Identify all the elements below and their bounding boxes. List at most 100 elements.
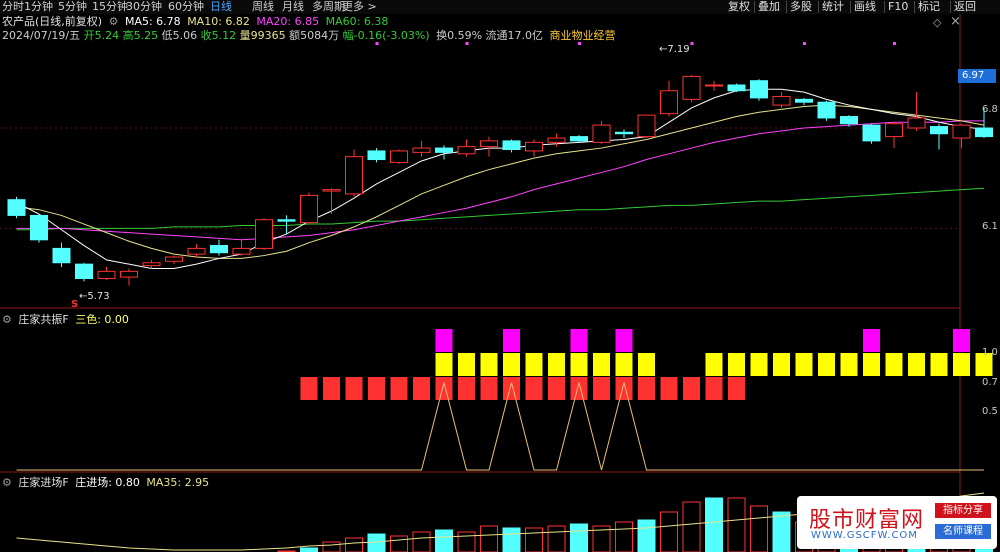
candle-body-42 [952, 124, 971, 139]
candle-body-19 [435, 147, 453, 153]
period-tab-6[interactable]: 日线 [210, 0, 232, 13]
entry-bar-17 [390, 535, 408, 552]
red-block-32 [728, 377, 745, 400]
red-block-28 [638, 377, 655, 400]
candle-body-15 [345, 156, 363, 195]
toolbar-btn-4[interactable]: 画线 [854, 0, 876, 13]
magenta-block-27 [615, 329, 633, 352]
yellow-block-26 [593, 353, 610, 376]
settings-gear-icon[interactable]: ⚙ [108, 15, 119, 28]
candle-body-39 [885, 123, 903, 138]
quote-high: 高5.25 [122, 29, 159, 42]
red-block-21 [480, 377, 498, 400]
watermark-logo: 股市财富网 WWW.GSCFW.COM 指标分享 名师课程 [797, 496, 997, 549]
quote-low: 低5.06 [161, 29, 198, 42]
period-tab-5[interactable]: 60分钟 [168, 0, 204, 13]
quote-volume: 量99365 [239, 29, 286, 42]
period-tab-3[interactable]: 15分钟 [92, 0, 128, 13]
candle-body-14 [322, 189, 341, 192]
period-tab-7[interactable]: 周线 [252, 0, 274, 13]
stock-name: 农产品(日线,前复权) [2, 15, 103, 28]
indicator1-title: 庄家共振F [18, 313, 69, 326]
high-annotation: ←7.19 [659, 44, 690, 55]
candle-body-3 [75, 263, 93, 279]
entry-bar-27 [615, 521, 633, 552]
indicator1-gear-icon[interactable]: ⚙ [2, 313, 12, 326]
red-block-13 [300, 377, 318, 400]
yellow-block-24 [548, 353, 565, 376]
candle-body-36 [817, 101, 836, 119]
toolbar-btn-2[interactable]: 多股 [790, 0, 812, 13]
yellow-block-43 [975, 353, 993, 376]
indicator1-value: 三色: 0.00 [75, 313, 129, 326]
entry-bar-14 [322, 541, 341, 552]
entry-bar-13 [300, 547, 318, 552]
quote-turnover: 换0.59% [436, 29, 483, 42]
period-tab-1[interactable]: 1分钟 [24, 0, 53, 13]
toolbar-btn-1[interactable]: 叠加 [758, 0, 780, 13]
period-tab-10[interactable]: 更多 > [342, 0, 377, 13]
indicator2-value: 庄进场: 0.80 [75, 476, 140, 489]
candle-body-1 [30, 214, 48, 241]
quote-close: 收5.12 [200, 29, 237, 42]
entry-bar-21 [480, 525, 498, 552]
ma60-label: MA60: 6.38 [325, 15, 389, 28]
sell-marker: S [71, 299, 79, 310]
period-toolbar: 分时 1分钟 5分钟 15分钟 30分钟 60分钟 日线 周线 月线 多周期 更多 > 复权 叠加 多股统… [0, 0, 1000, 14]
entry-bar-31 [705, 497, 723, 552]
top-marker-3 [690, 42, 694, 45]
quote-change: 幅-0.16(-3.03%) [342, 29, 430, 42]
quote-amount: 额5084万 [289, 29, 340, 42]
diamond-icon[interactable]: ◇ [933, 16, 942, 29]
quote-date: 2024/07/19/五 [2, 29, 81, 42]
red-block-25 [570, 377, 588, 400]
indicator1-header: ⚙ 庄家共振F 三色: 0.00 [2, 313, 132, 327]
indicator2-header: ⚙ 庄家进场F 庄进场: 0.80 MA35: 2.95 [2, 476, 212, 490]
candle-body-24 [547, 137, 566, 143]
yellow-block-33 [750, 353, 768, 376]
watermark-brand: 股市财富网 [809, 508, 925, 533]
candle-body-12 [277, 219, 296, 222]
yellow-block-39 [885, 353, 903, 376]
toolbar-btn-5[interactable]: F10 [888, 0, 909, 13]
candle-body-22 [502, 140, 521, 150]
price-axis-label-6-1: 6.1 [982, 221, 998, 232]
magenta-block-38 [863, 329, 880, 352]
candle-body-4 [97, 270, 116, 280]
yellow-block-38 [863, 353, 880, 376]
entry-bar-22 [502, 527, 521, 552]
magenta-block-19 [435, 329, 453, 352]
red-block-22 [503, 377, 520, 400]
ma20-line [16, 120, 984, 241]
toolbar-btn-3[interactable]: 统计 [822, 0, 844, 13]
candle-body-0 [7, 199, 26, 216]
entry-bar-25 [570, 523, 588, 552]
candle-body-10 [232, 247, 251, 255]
toolbar-btn-6[interactable]: 标记 [918, 0, 940, 13]
indicator2-gear-icon[interactable]: ⚙ [2, 476, 12, 489]
period-tab-2[interactable]: 5分钟 [58, 0, 87, 13]
yellow-block-21 [480, 353, 498, 376]
quote-sector: 商业物业经营 [549, 29, 616, 42]
period-tab-8[interactable]: 月线 [282, 0, 304, 13]
period-tab-9[interactable]: 多周期 [312, 0, 345, 13]
entry-bar-19 [435, 529, 453, 552]
candle-body-28 [637, 114, 656, 138]
toolbar-btn-7[interactable]: 返回 [954, 0, 976, 13]
candle-body-29 [660, 90, 678, 115]
entry-bar-15 [345, 537, 363, 552]
candle-body-9 [210, 245, 228, 254]
toolbar-btn-0[interactable]: 复权 [728, 0, 750, 13]
period-tab-4[interactable]: 30分钟 [126, 0, 162, 13]
stock-header: 农产品(日线,前复权) ⚙ MA5: 6.78 MA10: 6.82 MA20:… [2, 15, 391, 29]
ma60-line [16, 187, 985, 231]
yellow-block-31 [705, 353, 723, 376]
top-marker-1 [465, 42, 469, 45]
candle-body-43 [975, 127, 993, 138]
yellow-block-42 [953, 353, 970, 376]
ma5-label: MA5: 6.78 [124, 15, 181, 28]
close-icon[interactable]: × [950, 14, 961, 29]
red-block-17 [390, 377, 408, 400]
red-block-16 [368, 377, 385, 400]
period-tab-0[interactable]: 分时 [2, 0, 24, 13]
